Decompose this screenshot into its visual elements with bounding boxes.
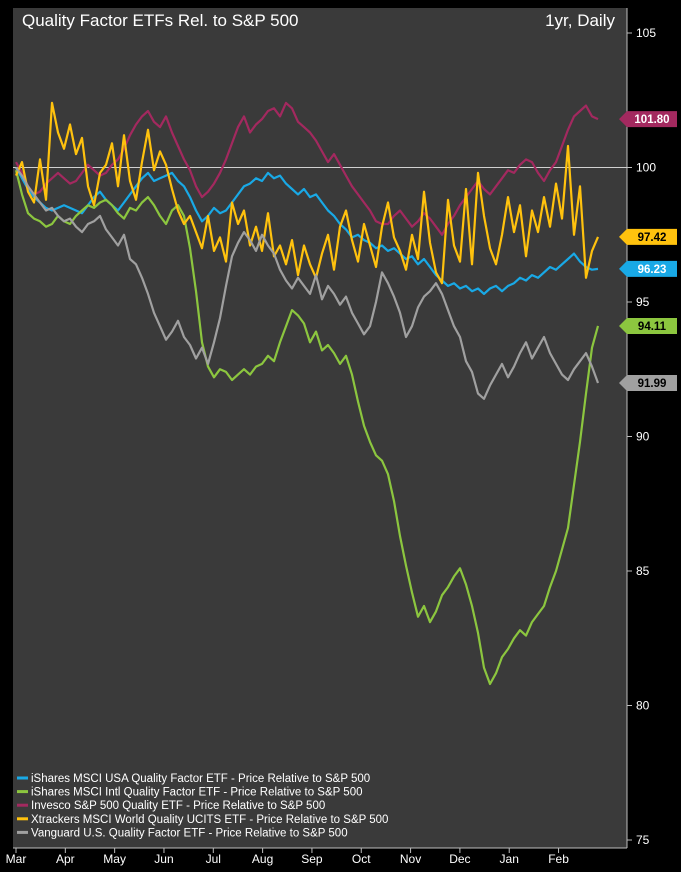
x-tick-label: Jan: [500, 852, 519, 866]
y-tick-label: 80: [636, 699, 650, 713]
y-axis-ticks: 75 80 85 90 95 100 105: [627, 26, 656, 847]
end-badge-label: 97.42: [638, 232, 667, 244]
legend-label: Xtrackers MSCI World Quality UCITS ETF -…: [31, 814, 388, 826]
y-tick-label: 95: [636, 295, 650, 309]
chart-subtitle: 1yr, Daily: [545, 11, 615, 30]
series-lines: [14, 101, 600, 686]
x-tick-label: Dec: [449, 852, 470, 866]
y-tick-label: 100: [636, 161, 656, 175]
plot-area: [13, 8, 627, 848]
legend-label: iShares MSCI Intl Quality Factor ETF - P…: [31, 787, 363, 799]
legend-item-3: Xtrackers MSCI World Quality UCITS ETF -…: [17, 814, 388, 826]
end-badge-shape: [619, 317, 677, 334]
y-tick-label: 75: [636, 833, 650, 847]
legend-item-2: Invesco S&P 500 Quality ETF - Price Rela…: [17, 800, 325, 812]
end-badge-shape: [619, 111, 677, 128]
y-tick-label: 85: [636, 564, 650, 578]
x-tick-label: Nov: [400, 852, 421, 866]
end-badge-label: 96.23: [638, 264, 667, 276]
legend-label: iShares MSCI USA Quality Factor ETF - Pr…: [31, 773, 370, 785]
end-badge-4: 91.99: [619, 374, 677, 391]
series-line-1: [14, 169, 600, 686]
legend-item-0: iShares MSCI USA Quality Factor ETF - Pr…: [17, 773, 370, 785]
x-tick-label: Aug: [252, 852, 273, 866]
end-badge-label: 91.99: [638, 378, 667, 390]
x-tick-label: Jul: [206, 852, 221, 866]
legend-item-4: Vanguard U.S. Quality Factor ETF - Price…: [17, 827, 348, 839]
end-badge-shape: [619, 228, 677, 245]
legend-label: Invesco S&P 500 Quality ETF - Price Rela…: [31, 800, 325, 812]
y-tick-label: 105: [636, 26, 656, 40]
x-tick-label: Jun: [154, 852, 173, 866]
x-tick-label: Sep: [301, 852, 323, 866]
x-tick-label: Oct: [352, 852, 371, 866]
legend: iShares MSCI USA Quality Factor ETF - Pr…: [17, 773, 388, 839]
series-line-3: [14, 101, 600, 285]
end-badge-shape: [619, 260, 677, 277]
x-tick-label: Apr: [56, 852, 75, 866]
series-line-4: [15, 166, 600, 400]
chart-title: Quality Factor ETFs Rel. to S&P 500: [22, 11, 299, 30]
end-badge-3: 97.42: [619, 228, 677, 245]
end-badge-label: 94.11: [638, 321, 667, 333]
legend-label: Vanguard U.S. Quality Factor ETF - Price…: [31, 827, 348, 839]
legend-item-1: iShares MSCI Intl Quality Factor ETF - P…: [17, 787, 363, 799]
y-tick-label: 90: [636, 430, 650, 444]
x-tick-label: May: [103, 852, 126, 866]
end-badge-1: 94.11: [619, 317, 677, 334]
end-badge-2: 101.80: [619, 111, 677, 128]
end-badge-shape: [619, 374, 677, 391]
end-badge-0: 96.23: [619, 260, 677, 277]
series-line-2: [15, 101, 599, 236]
x-tick-label: Feb: [548, 852, 569, 866]
x-axis-ticks: Mar Apr May Jun Jul Aug Sep Oct Nov Dec Jan Feb: [6, 848, 569, 866]
end-value-badges: 101.80 97.42 96.23 94.11 91.99: [619, 111, 677, 391]
end-badge-label: 101.80: [634, 114, 669, 126]
x-tick-label: Mar: [6, 852, 27, 866]
